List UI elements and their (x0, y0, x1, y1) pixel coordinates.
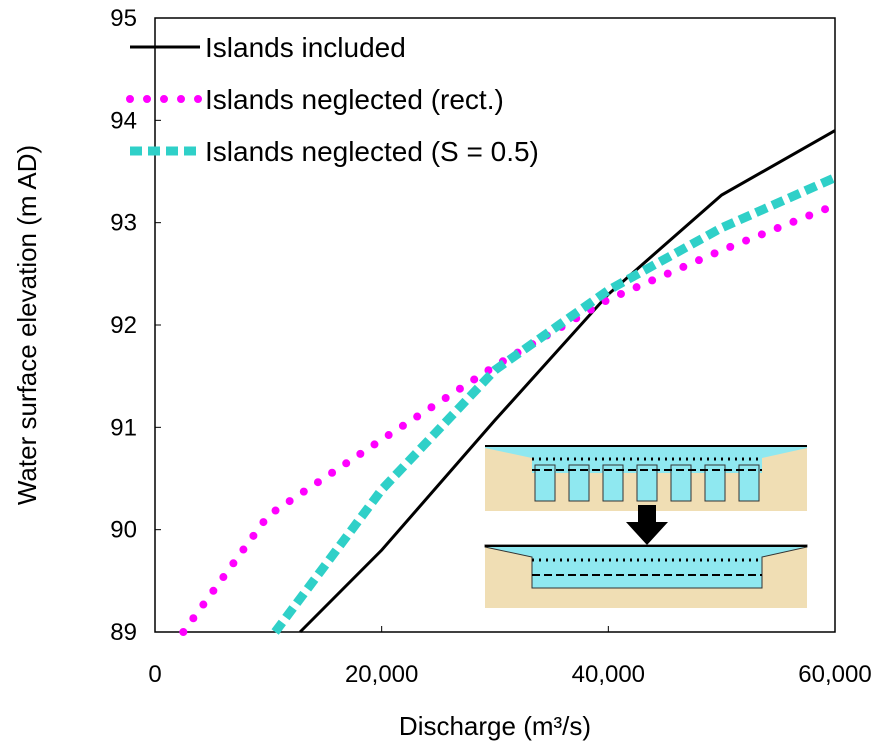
y-tick-label: 90 (110, 517, 137, 544)
inset-water-bottom (485, 545, 807, 588)
y-tick-label: 94 (110, 107, 137, 134)
chart: Discharge (m³/s) Water surface elevation… (0, 0, 891, 751)
y-tick-label: 89 (110, 619, 137, 646)
x-tick-label: 60,000 (798, 661, 871, 688)
y-tick-label: 95 (110, 5, 137, 32)
x-tick-label: 20,000 (345, 661, 418, 688)
y-tick-label: 91 (110, 414, 137, 441)
y-tick-label: 92 (110, 312, 137, 339)
inset-diagram (485, 445, 807, 608)
x-tick-label: 0 (148, 661, 161, 688)
legend-label: Islands included (205, 32, 406, 63)
y-tick-label: 93 (110, 210, 137, 237)
x-tick-label: 40,000 (572, 661, 645, 688)
legend-label: Islands neglected (S = 0.5) (205, 136, 539, 167)
x-axis-label: Discharge (m³/s) (399, 711, 591, 741)
legend-label: Islands neglected (rect.) (205, 84, 504, 115)
y-axis-label: Water surface elevation (m AD) (12, 145, 42, 505)
